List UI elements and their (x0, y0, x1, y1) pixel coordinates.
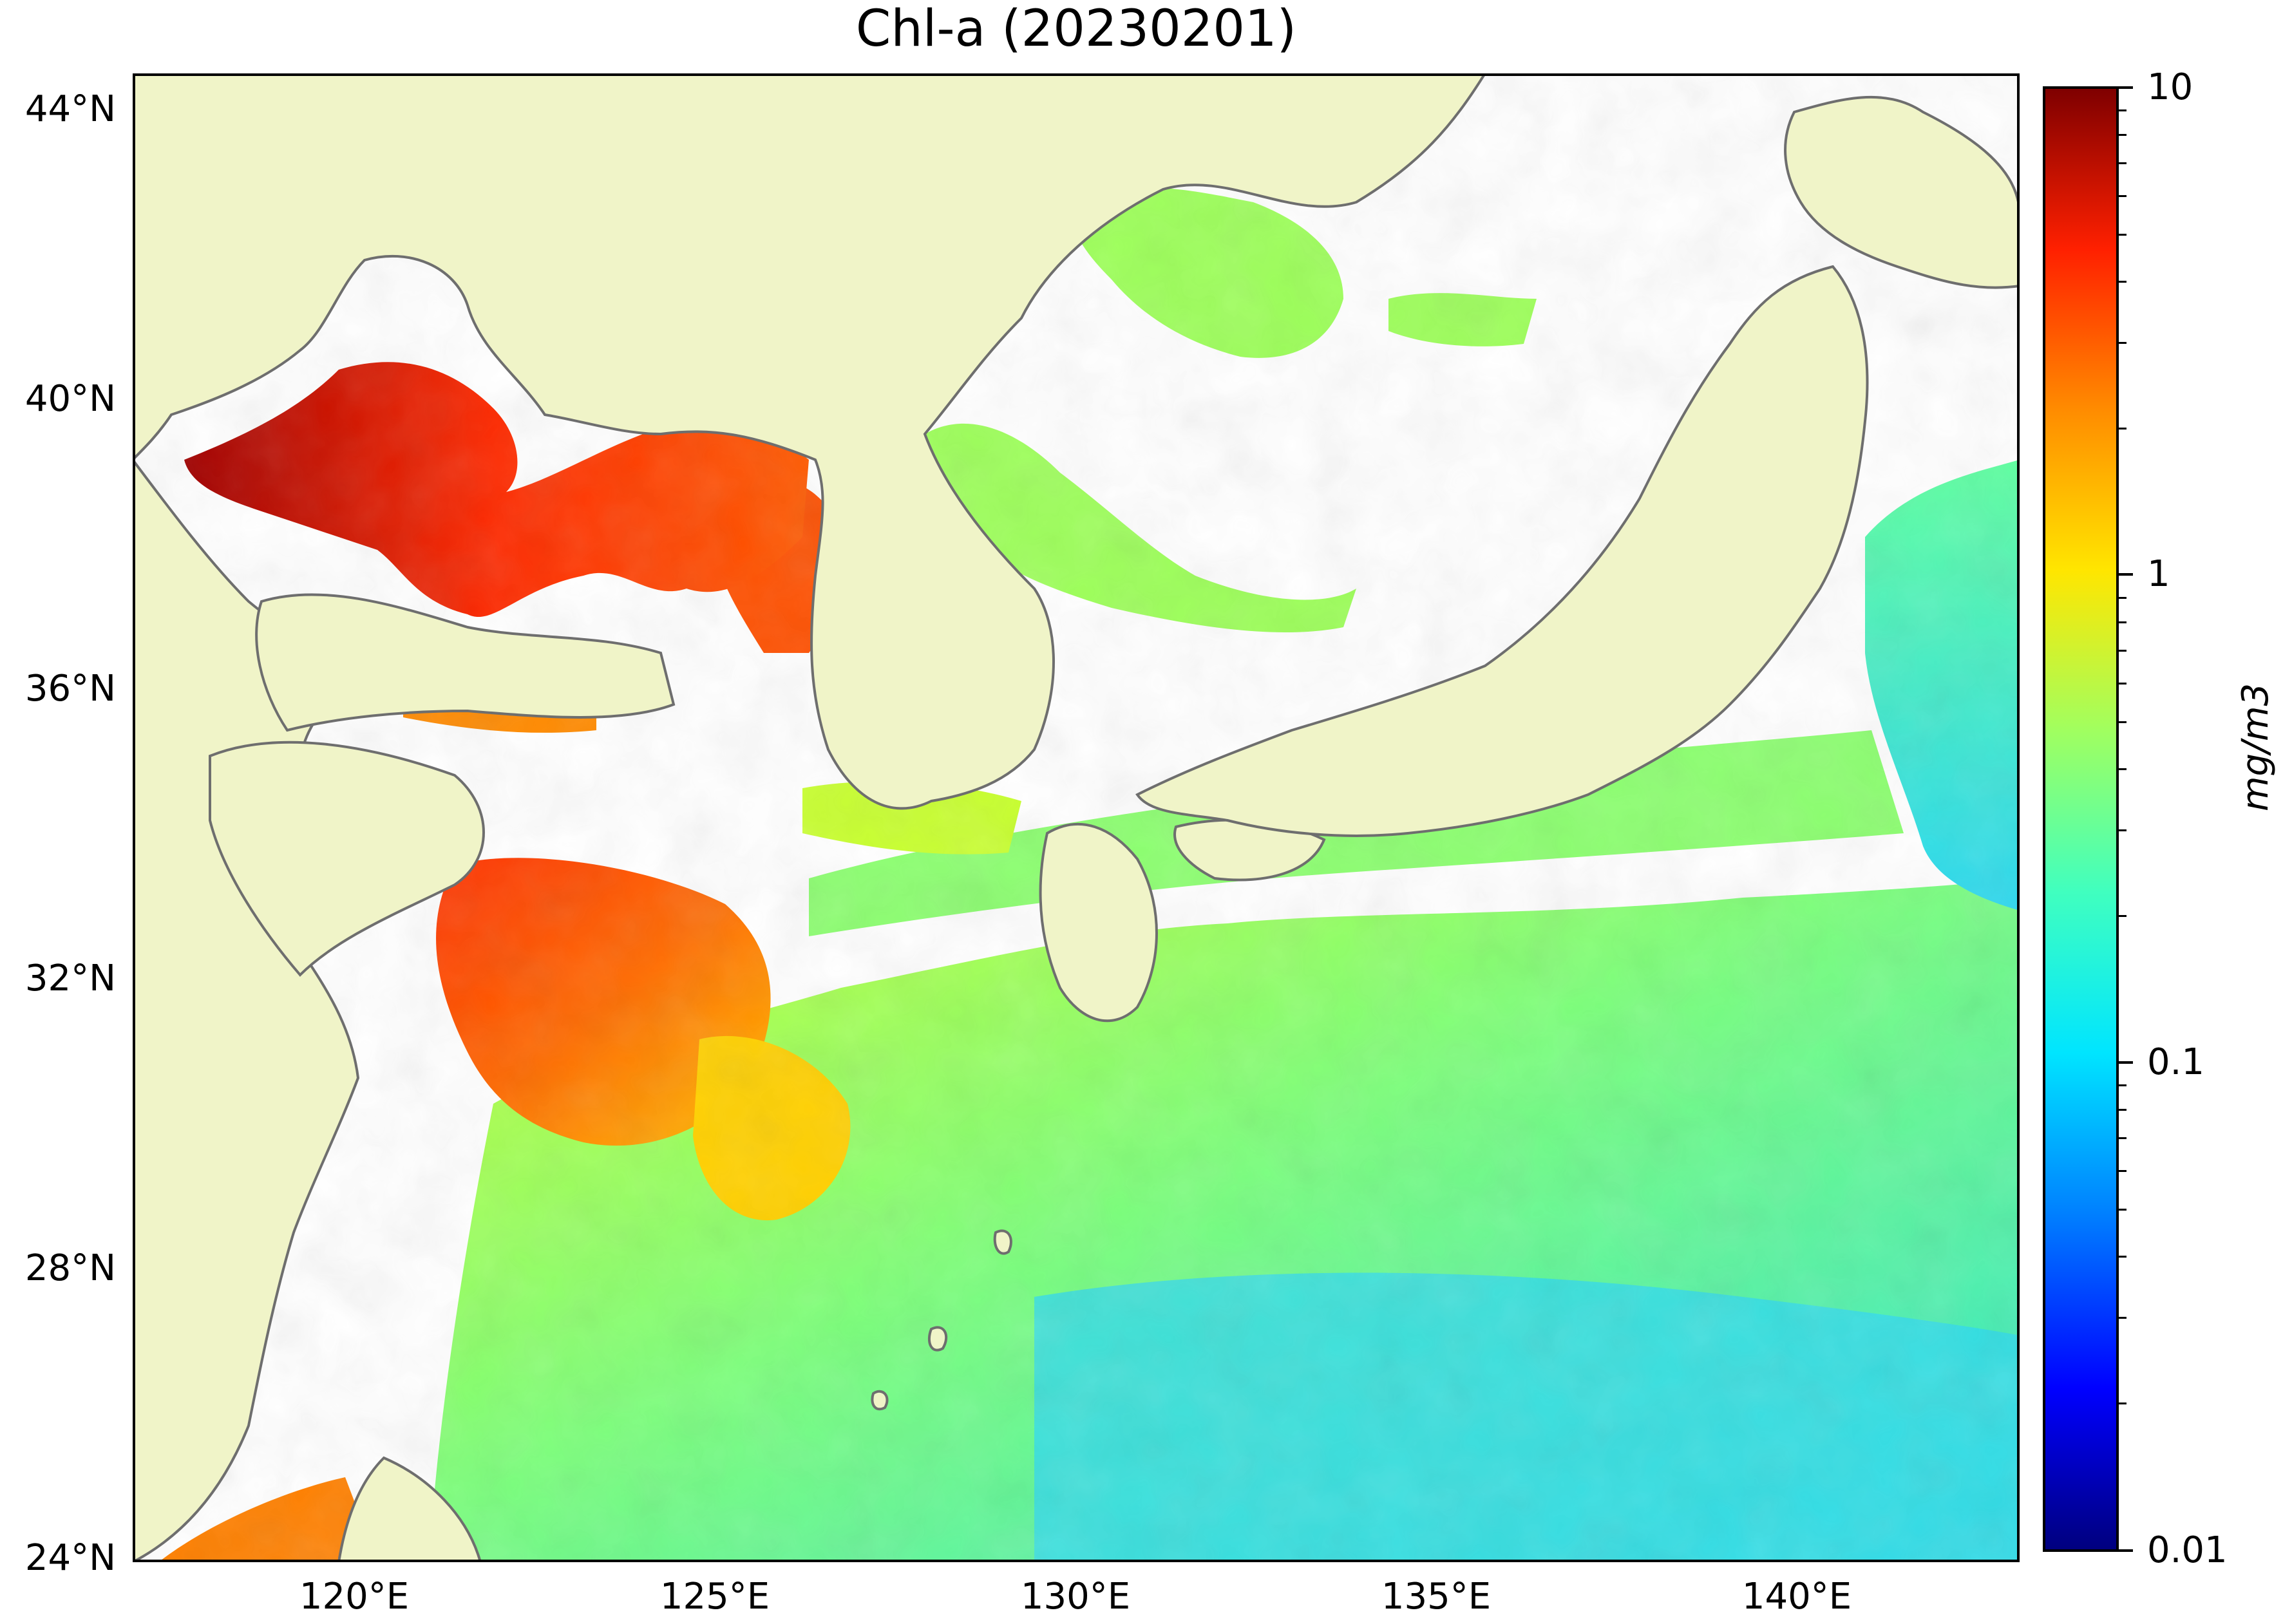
latitude-label-36n: 36°N (24, 668, 116, 710)
colorbar-tick-minor (2119, 342, 2127, 344)
longitude-label-120e: 120°E (299, 1576, 410, 1618)
colorbar-tick-minor (2119, 915, 2127, 917)
longitude-label-125e: 125°E (659, 1576, 770, 1618)
colorbar (2043, 86, 2119, 1552)
colorbar-tick-minor (2119, 428, 2127, 430)
colorbar-tick-minor (2119, 195, 2127, 197)
latitude-label-24n: 24°N (24, 1537, 116, 1579)
colorbar-tick-minor (2119, 597, 2127, 599)
colorbar-tick-major (2119, 1061, 2133, 1064)
map-title: Chl-a (20230201) (855, 0, 1297, 58)
colorbar-tick-minor (2119, 109, 2127, 111)
colorbar-tick-minor (2119, 683, 2127, 685)
colorbar-tick-minor (2119, 1256, 2127, 1258)
colorbar-tick-minor (2119, 1137, 2127, 1139)
colorbar-tick-minor (2119, 829, 2127, 831)
colorbar-label-1: 1 (2147, 553, 2170, 595)
colorbar-tick-major (2119, 573, 2133, 576)
colorbar-tick-minor (2119, 162, 2127, 164)
latitude-label-28n: 28°N (24, 1247, 116, 1289)
colorbar-tick-major (2119, 1549, 2133, 1552)
colorbar-tick-minor (2119, 1209, 2127, 1211)
colorbar-tick-major (2119, 86, 2133, 89)
colorbar-label-0-01: 0.01 (2147, 1529, 2228, 1571)
latitude-label-44n: 44°N (24, 88, 116, 130)
colorbar-tick-minor (2119, 650, 2127, 652)
colorbar-tick-minor (2119, 1084, 2127, 1086)
colorbar-label-0-1: 0.1 (2147, 1041, 2205, 1083)
map-panel (133, 73, 2020, 1562)
colorbar-tick-minor (2119, 234, 2127, 236)
colorbar-tick-minor (2119, 721, 2127, 723)
latitude-label-40n: 40°N (24, 378, 116, 420)
colorbar-tick-minor (2119, 1317, 2127, 1319)
colorbar-unit-label: mg/m3 (2235, 683, 2277, 811)
colorbar-tick-minor (2119, 768, 2127, 770)
longitude-label-135e: 135°E (1381, 1576, 1492, 1618)
colorbar-tick-minor (2119, 281, 2127, 283)
colorbar-tick-minor (2119, 1402, 2127, 1404)
colorbar-tick-minor (2119, 1170, 2127, 1172)
latitude-label-32n: 32°N (24, 958, 116, 999)
colorbar-label-10: 10 (2147, 66, 2193, 108)
map-border (133, 73, 2020, 1562)
land-layer (133, 73, 2020, 1562)
longitude-label-130e: 130°E (1020, 1576, 1131, 1618)
longitude-label-140e: 140°E (1741, 1576, 1852, 1618)
colorbar-tick-minor (2119, 621, 2127, 623)
colorbar-tick-minor (2119, 1109, 2127, 1111)
colorbar-tick-minor (2119, 134, 2127, 136)
